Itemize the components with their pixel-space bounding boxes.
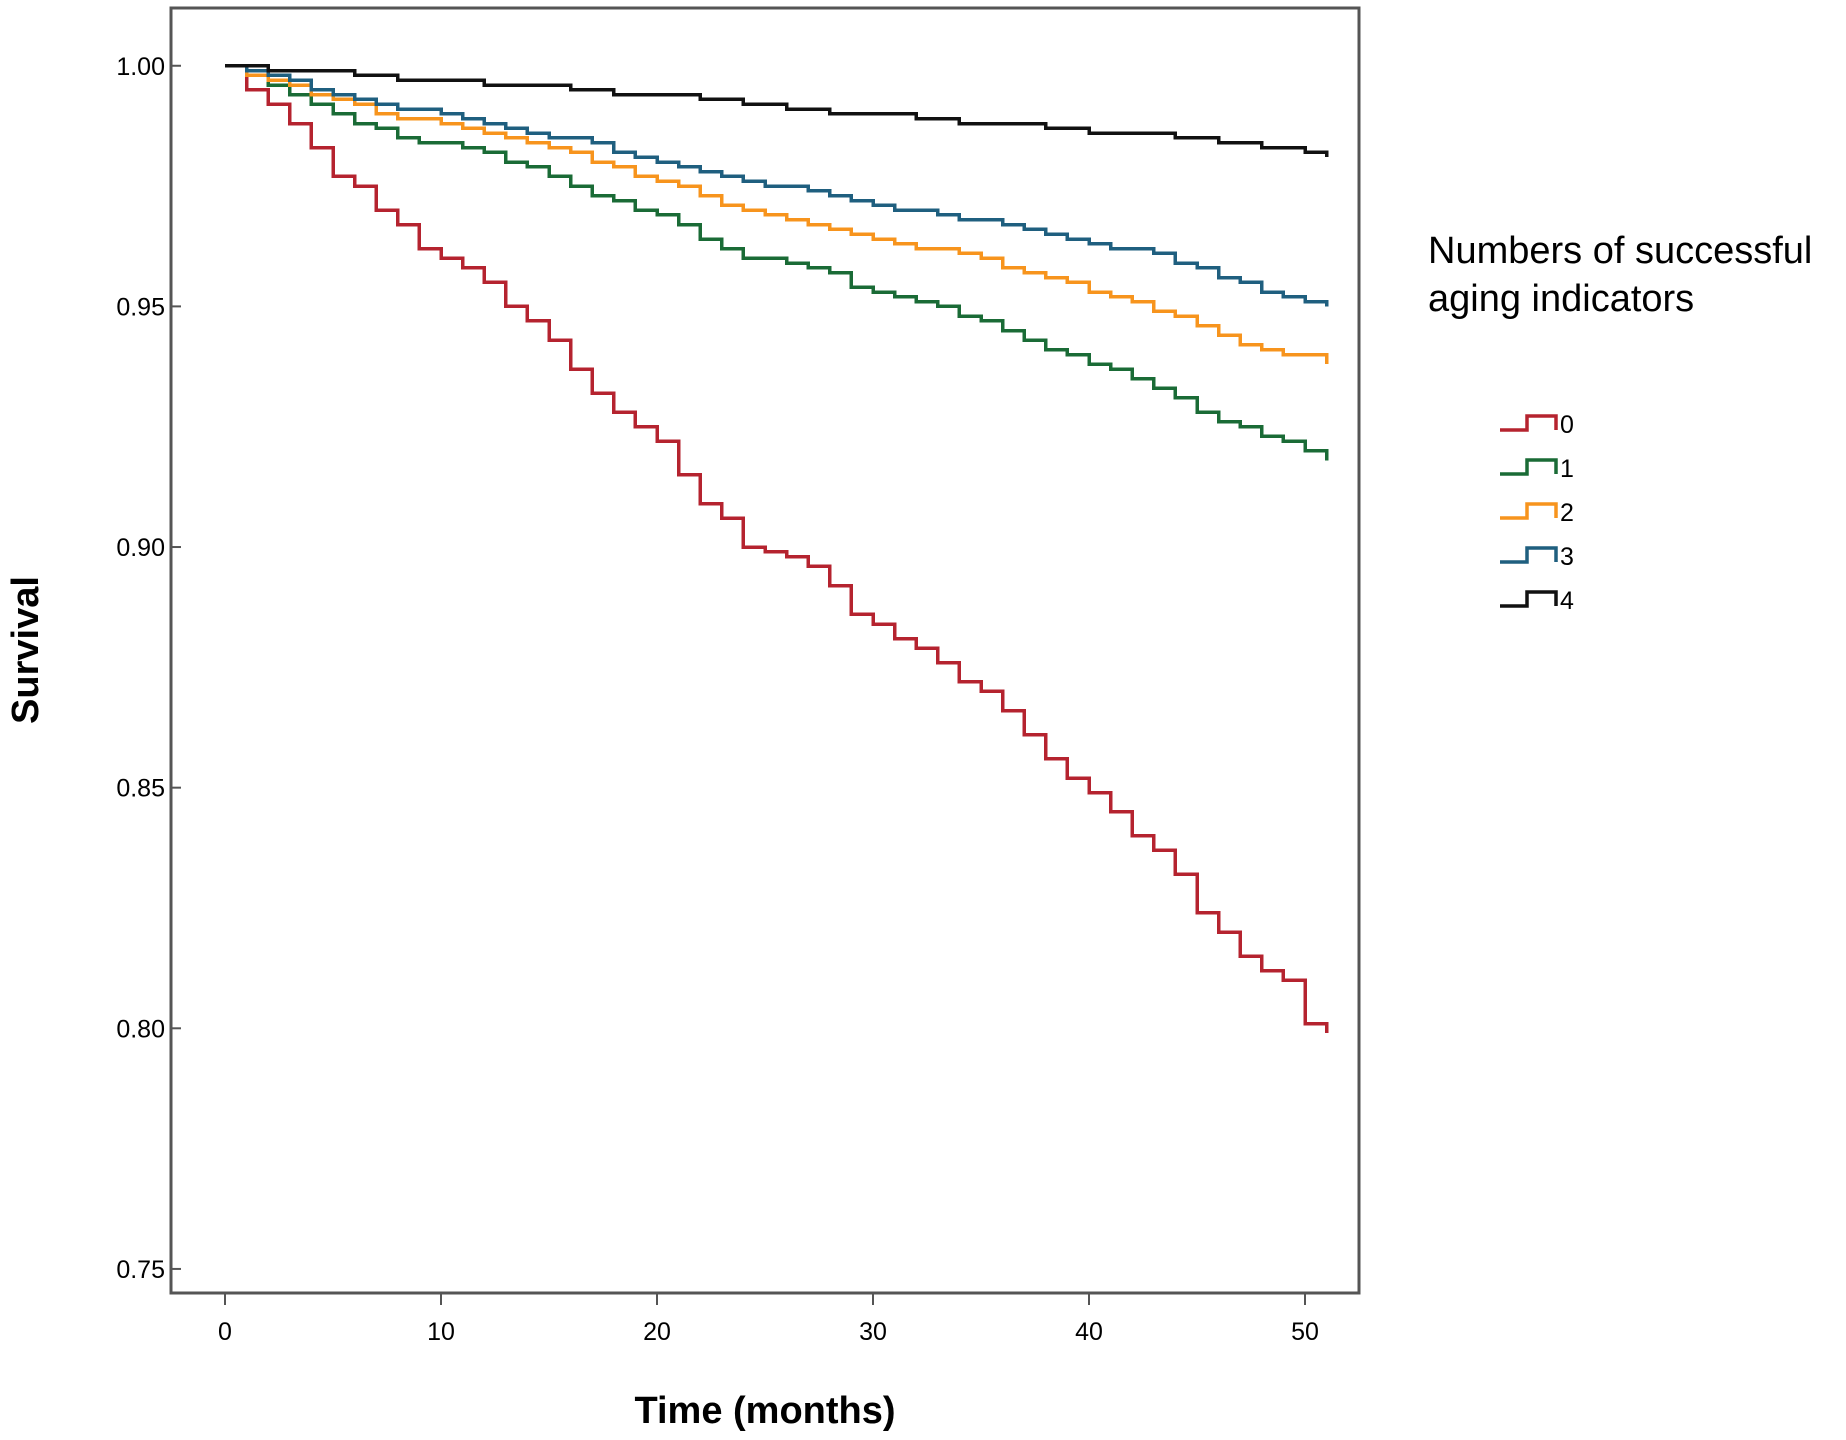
series-layer xyxy=(225,64,1329,1034)
x-tick-label: 30 xyxy=(859,1318,887,1346)
legend-swatch xyxy=(1500,590,1558,608)
legend-item-4: 4 xyxy=(1500,587,1574,615)
legend-label: 3 xyxy=(1560,543,1574,571)
y-tick-label: 0.85 xyxy=(116,775,165,803)
legend-title-line-2: aging indicators xyxy=(1428,278,1694,320)
x-tick-label: 50 xyxy=(1291,1318,1319,1346)
legend-label: 0 xyxy=(1560,411,1574,439)
legend-swatch xyxy=(1500,414,1558,432)
legend-item-0: 0 xyxy=(1500,411,1574,439)
legend-swatch xyxy=(1500,502,1558,520)
x-tick-label: 40 xyxy=(1075,1318,1103,1346)
x-tick-label: 0 xyxy=(218,1318,232,1346)
legend-label: 4 xyxy=(1560,587,1574,615)
y-tick-label: 0.95 xyxy=(116,293,165,321)
x-tick-label: 10 xyxy=(427,1318,455,1346)
series-line-4 xyxy=(225,64,1329,158)
legend-label: 1 xyxy=(1560,455,1574,483)
series-line-3 xyxy=(225,64,1329,307)
legend-item-2: 2 xyxy=(1500,499,1574,527)
legend-item-3: 3 xyxy=(1500,543,1574,571)
series-line-2 xyxy=(225,64,1329,365)
y-tick-label: 0.75 xyxy=(116,1256,165,1284)
y-tick-label: 1.00 xyxy=(116,53,165,81)
legend-item-1: 1 xyxy=(1500,455,1574,483)
x-tick-label: 20 xyxy=(643,1318,671,1346)
legend-title-line-1: Numbers of successful xyxy=(1428,230,1812,272)
x-axis: 0 10 20 30 40 50 xyxy=(218,1293,1319,1346)
y-axis-title: Survival xyxy=(5,576,47,724)
legend: Numbers of successful aging indicators 0… xyxy=(1428,230,1812,615)
legend-label: 2 xyxy=(1560,499,1574,527)
legend-swatch xyxy=(1500,458,1558,476)
legend-items: 0 1 2 3 4 xyxy=(1500,411,1574,615)
series-line-0 xyxy=(225,64,1329,1034)
legend-swatch xyxy=(1500,546,1558,564)
x-axis-title: Time (months) xyxy=(634,1390,895,1432)
y-tick-label: 0.80 xyxy=(116,1015,165,1043)
y-tick-label: 0.90 xyxy=(116,534,165,562)
plot-frame xyxy=(169,6,1361,1295)
y-axis: 0.75 0.80 0.85 0.90 0.95 1.00 xyxy=(116,53,181,1284)
series-line-1 xyxy=(225,64,1329,461)
